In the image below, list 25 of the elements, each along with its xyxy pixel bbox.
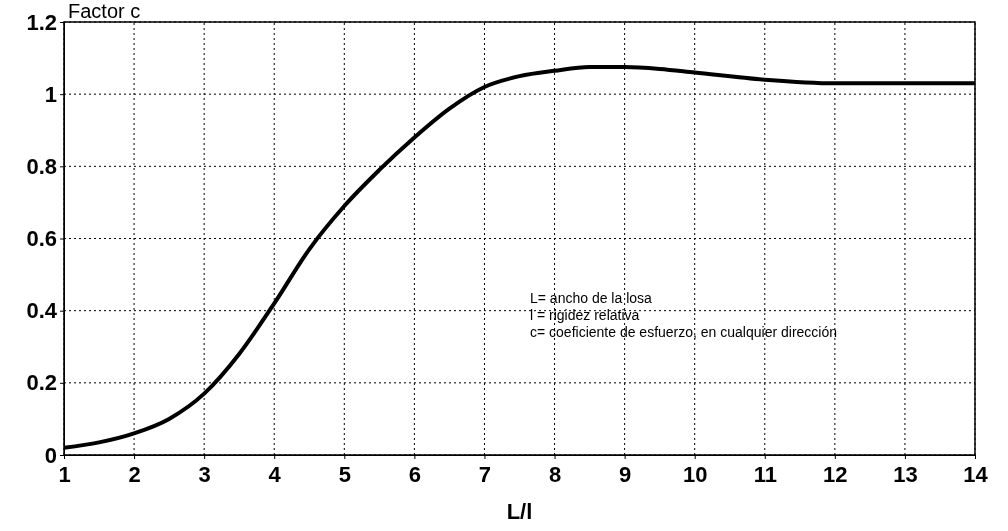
- annotation: l = rigidez relativa: [530, 307, 640, 324]
- y-tick-label: 1.2: [26, 9, 57, 35]
- x-tick-label: 12: [823, 461, 848, 487]
- y-tick-label: 0.6: [26, 226, 57, 252]
- x-tick-label: 3: [198, 461, 211, 487]
- x-tick-label: 8: [548, 461, 562, 487]
- x-tick-label: 11: [753, 461, 777, 487]
- x-tick-label: 14: [963, 461, 989, 487]
- x-tick-label: 4: [268, 461, 282, 487]
- y-axis-title: Factor c: [68, 0, 141, 22]
- annotation: c= coeficiente de esfuerzo, en cualquier dirección: [530, 324, 838, 341]
- x-axis-title: L/l: [506, 499, 533, 524]
- y-tick-label: 1: [44, 81, 57, 107]
- y-tick-label: 0: [44, 442, 57, 468]
- x-tick-label: 13: [893, 461, 918, 487]
- x-tick-label: 6: [408, 461, 422, 487]
- y-tick-label: 0.2: [26, 370, 57, 396]
- y-tick-label: 0.4: [26, 298, 58, 324]
- x-tick-label: 5: [338, 461, 351, 487]
- x-tick-label: 10: [682, 461, 708, 487]
- x-tick-label: 7: [478, 461, 492, 487]
- annotation: L= ancho de la losa: [530, 290, 653, 307]
- x-tick-label: 9: [618, 461, 632, 487]
- y-tick-label: 0.8: [26, 153, 57, 179]
- x-tick-label: 2: [128, 461, 141, 487]
